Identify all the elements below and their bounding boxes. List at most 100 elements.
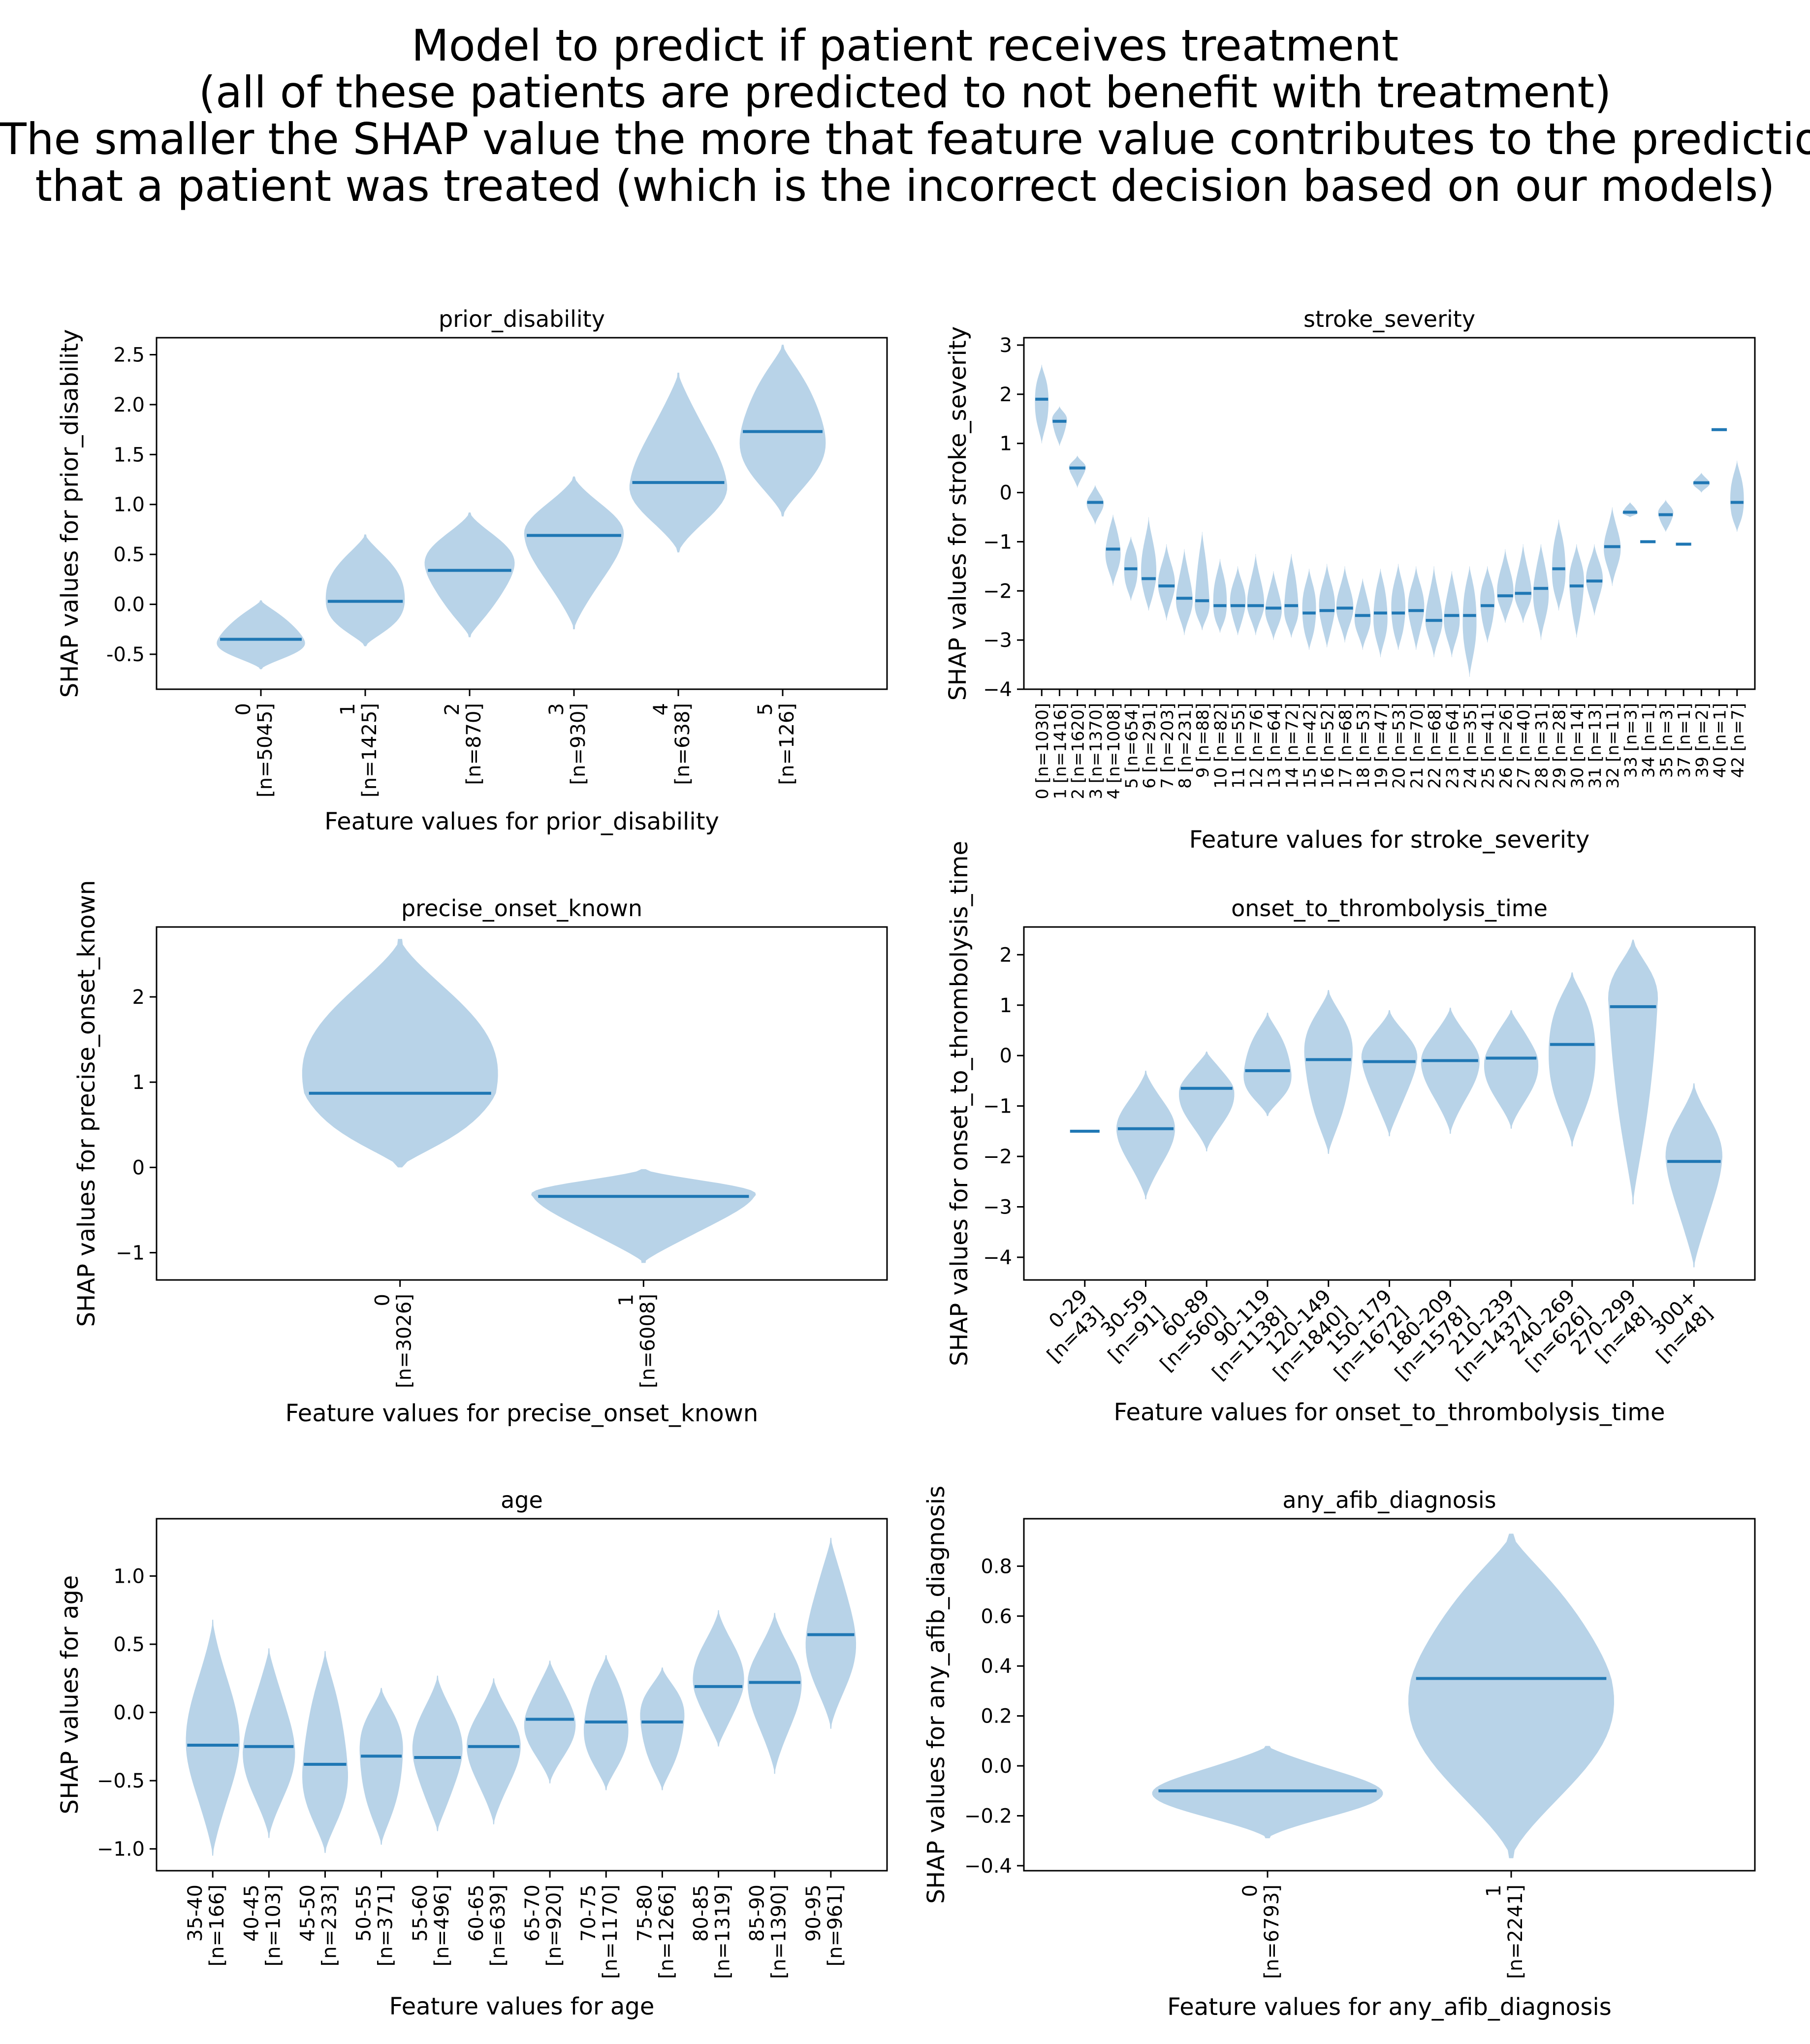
x-tick-label: 15 [n=42] [1301, 703, 1320, 789]
y-tick-label: 0 [1000, 1045, 1012, 1067]
y-tick-label: −2 [983, 580, 1012, 603]
x-tick-label: 35-40 [184, 1884, 207, 1942]
x-axis-label: Feature values for stroke_severity [1189, 826, 1590, 854]
figure-title: Model to predict if patient receives tre… [0, 22, 1810, 209]
x-tick-label: 29 [n=28] [1550, 703, 1570, 789]
x-tick-count: [n=870] [463, 703, 485, 785]
title-line-5: that a patient was treated (which is the… [35, 160, 1775, 211]
axes-frame [156, 337, 888, 690]
x-tick-label: 3 [n=1370] [1086, 703, 1106, 799]
panel-title: stroke_severity [1303, 306, 1475, 332]
x-tick-count: [n=5045] [254, 703, 277, 798]
chart-panel-prior_disability: -0.5 0.0 0.5 1.0 1.5 2.0 2.5 0[n=5045] 1[n=1425]… [56, 306, 888, 835]
violin-stroke_severity-6 [1141, 517, 1156, 611]
chart-panel-onset_to_thrombolysis_time: −4−3−2−10120-29[n=43]30-59[n=91]60-89[n=… [946, 841, 1756, 1426]
violin-stroke_severity-7 [1158, 544, 1175, 621]
violin-age-45-50 [302, 1651, 348, 1853]
x-tick-count: [n=638] [671, 703, 694, 785]
x-tick-label: 40-45 [240, 1884, 263, 1942]
x-tick-label: 39 [n=2] [1692, 703, 1712, 778]
violin-stroke_severity-13 [1265, 571, 1282, 640]
violin-stroke_severity-21 [1408, 566, 1425, 650]
x-tick-count: [n=233] [318, 1884, 341, 1966]
x-tick-label: 23 [n=64] [1443, 703, 1462, 789]
violin-prior_disability-0 [217, 600, 305, 670]
x-tick-count: [n=961] [824, 1884, 847, 1966]
y-tick-label: 1.0 [113, 494, 145, 516]
x-tick-label: 1 [1483, 1884, 1505, 1897]
y-tick-label: 1 [132, 1071, 145, 1094]
violin-stroke_severity-14 [1284, 554, 1299, 638]
x-tick-label: 26 [n=26] [1496, 703, 1516, 789]
y-tick-label: −3 [983, 1196, 1012, 1218]
x-tick-label: 1 [615, 1294, 637, 1306]
x-tick-label: 21 [n=70] [1407, 703, 1427, 789]
violin-stroke_severity-15 [1302, 569, 1316, 650]
x-tick-label: 32 [n=11] [1603, 703, 1623, 789]
violin-stroke_severity-2 [1069, 455, 1086, 488]
x-tick-label: 22 [n=68] [1425, 703, 1445, 789]
violin-age-85-90 [747, 1613, 802, 1774]
x-axis-label: Feature values for precise_onset_known [286, 1400, 759, 1427]
violin-onset_to_thrombolysis_time-90-119 [1243, 1013, 1292, 1117]
y-tick-label: 2.0 [113, 394, 145, 416]
axes-frame [1023, 1518, 1756, 1872]
x-tick-label: 0 [232, 703, 255, 715]
y-tick-label: 0.5 [113, 1633, 145, 1656]
x-tick-label: 20 [n=53] [1390, 703, 1409, 789]
x-tick-label: 16 [n=52] [1318, 703, 1338, 789]
violin-onset_to_thrombolysis_time-210-239 [1484, 1010, 1539, 1129]
violin-stroke_severity-33 [1622, 502, 1638, 517]
x-tick-count: [n=6793] [1261, 1884, 1283, 1979]
x-tick-label: 9 [n=88] [1193, 703, 1213, 778]
y-tick-label: 1.0 [113, 1565, 145, 1588]
panel-title: age [501, 1487, 543, 1513]
violin-stroke_severity-17 [1336, 566, 1354, 643]
y-tick-label: −0.4 [964, 1855, 1012, 1878]
x-tick-label: 70-75 [577, 1884, 600, 1942]
x-tick-label: 34 [n=1] [1639, 703, 1659, 778]
violin-prior_disability-3 [524, 476, 624, 630]
violin-onset_to_thrombolysis_time-30-59 [1116, 1070, 1175, 1200]
x-tick-label: 2 [441, 703, 464, 715]
y-axis-label: SHAP values for prior_disability [56, 329, 84, 698]
violin-stroke_severity-10 [1213, 559, 1227, 633]
x-tick-label: 24 [n=35] [1461, 703, 1480, 789]
x-axis-label: Feature values for any_afib_diagnosis [1167, 1993, 1611, 2021]
x-tick-label: 13 [n=64] [1265, 703, 1284, 789]
violin-onset_to_thrombolysis_time-120-149 [1304, 990, 1353, 1154]
x-tick-label: 1 [337, 703, 359, 715]
x-tick-label: 14 [n=72] [1282, 703, 1302, 789]
violin-onset_to_thrombolysis_time-150-179 [1361, 1010, 1418, 1137]
x-tick-label: 45-50 [296, 1884, 319, 1942]
x-tick-label: 19 [n=47] [1371, 703, 1391, 789]
y-tick-label: −1 [983, 531, 1012, 553]
y-tick-label: 2 [1000, 383, 1012, 406]
x-tick-count: [n=1425] [358, 703, 381, 798]
x-tick-label: 7 [n=203] [1158, 703, 1177, 789]
y-tick-label: 0.5 [113, 543, 145, 566]
y-tick-label: −3 [983, 629, 1012, 652]
chart-panel-any_afib_diagnosis: −0.4 −0.2 0.0 0.2 0.4 0.6 0.8 0[n=6793] 1[n=2241… [922, 1486, 1756, 2021]
x-tick-label: 18 [n=53] [1354, 703, 1373, 789]
y-tick-label: -0.5 [106, 643, 145, 666]
x-tick-label: 27 [n=40] [1514, 703, 1534, 789]
violin-stroke_severity-27 [1514, 544, 1532, 623]
violin-prior_disability-2 [424, 512, 515, 638]
x-tick-label: 5 [n=654] [1122, 703, 1142, 789]
violin-prior_disability-4 [629, 373, 728, 553]
y-axis-label: SHAP values for any_afib_diagnosis [922, 1486, 950, 1904]
x-tick-count: [n=3026] [393, 1294, 416, 1388]
title-line-4: The smaller the SHAP value the more that… [0, 114, 1810, 164]
y-tick-label: 1 [1000, 994, 1012, 1017]
x-tick-label: 42 [n=7] [1728, 703, 1748, 778]
violin-age-80-85 [693, 1610, 744, 1747]
y-tick-label: 0 [1000, 482, 1012, 505]
x-tick-label: 4 [n=1008] [1104, 703, 1124, 799]
violin-stroke_severity-24 [1462, 566, 1477, 677]
y-tick-label: 1 [1000, 433, 1012, 455]
violin-age-35-40 [186, 1620, 240, 1856]
x-tick-label: 85-90 [746, 1884, 769, 1942]
